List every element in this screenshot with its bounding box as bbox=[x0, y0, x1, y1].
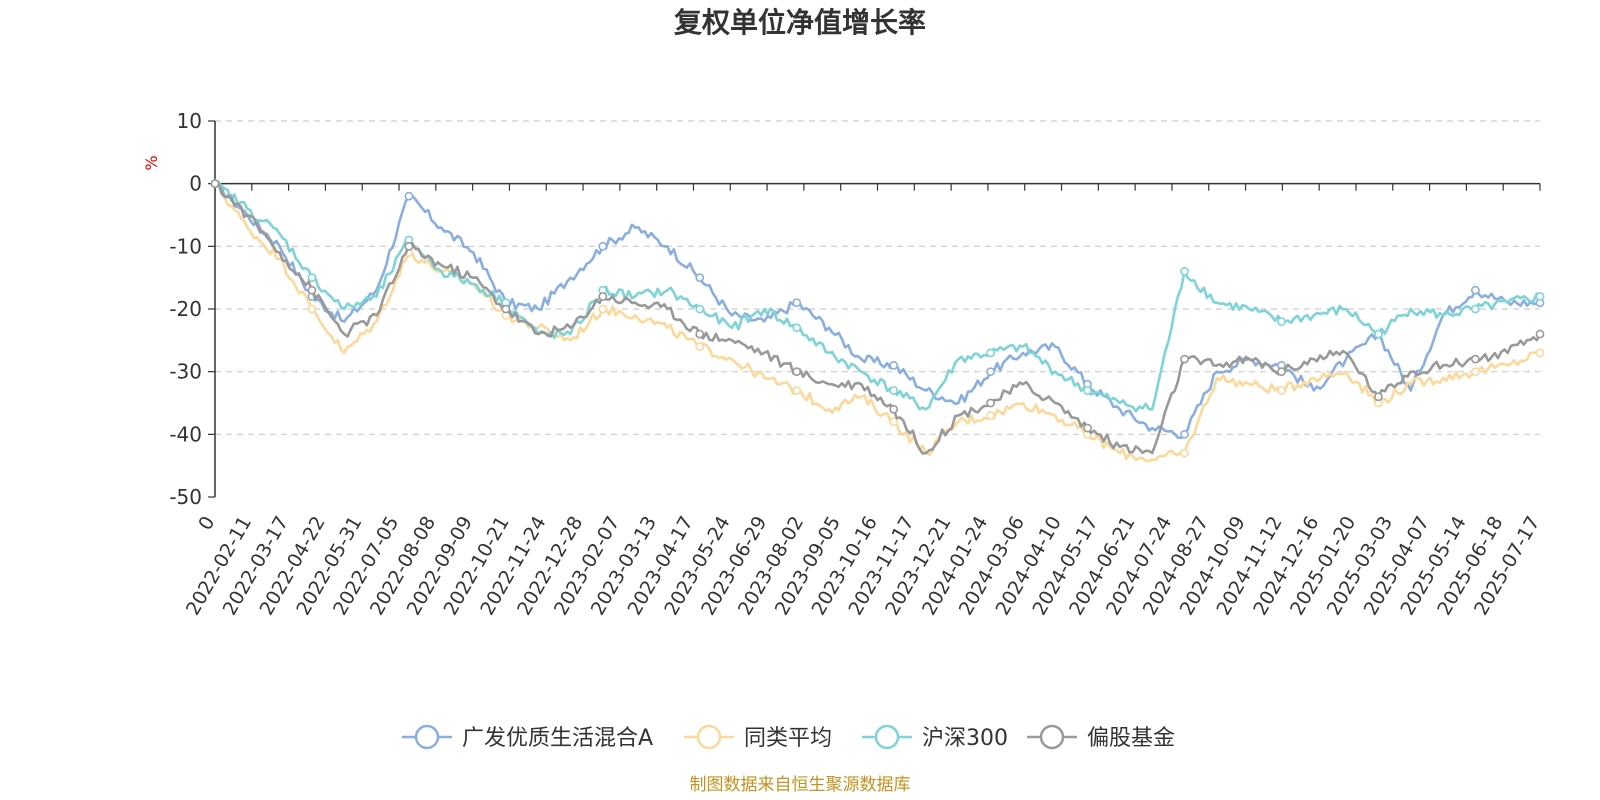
data-point bbox=[792, 367, 802, 377]
data-point bbox=[307, 285, 317, 295]
legend-marker-icon bbox=[874, 724, 900, 750]
data-point bbox=[695, 329, 705, 339]
data-point bbox=[889, 386, 899, 395]
data-point bbox=[1535, 292, 1545, 301]
data-point bbox=[1374, 329, 1383, 339]
series-line-1 bbox=[214, 182, 1541, 463]
data-point bbox=[792, 323, 802, 333]
grid-layer bbox=[215, 120, 1540, 435]
series-line-3 bbox=[214, 180, 1542, 455]
data-point bbox=[986, 411, 996, 420]
legend-item[interactable]: 同类平均 bbox=[684, 724, 832, 751]
data-point bbox=[889, 360, 899, 370]
data-point bbox=[1180, 266, 1189, 276]
data-point bbox=[1470, 304, 1480, 314]
legend[interactable]: 广发优质生活混合A 同类平均 沪深300 偏股基金 bbox=[402, 724, 1175, 751]
legend-label: 沪深300 bbox=[922, 726, 1008, 751]
legend-label: 偏股基金 bbox=[1087, 726, 1175, 751]
y-tick-label: -40 bbox=[169, 422, 202, 446]
data-point bbox=[695, 273, 705, 283]
data-point bbox=[1180, 354, 1189, 364]
data-source-note: 制图数据来自恒生聚源数据库 bbox=[690, 775, 911, 795]
data-point bbox=[1470, 354, 1480, 364]
data-point bbox=[210, 179, 220, 189]
y-tick-label: -50 bbox=[169, 485, 202, 509]
y-tick-label: -20 bbox=[169, 297, 202, 321]
data-point bbox=[889, 404, 899, 414]
data-point bbox=[695, 304, 705, 314]
data-point bbox=[1374, 392, 1383, 402]
data-point bbox=[404, 191, 414, 201]
legend-marker-icon bbox=[414, 724, 440, 750]
series-line-0 bbox=[214, 181, 1541, 440]
data-point bbox=[598, 304, 608, 314]
chart-title: 复权单位净值增长率 bbox=[674, 6, 926, 39]
data-point bbox=[598, 292, 608, 301]
y-tick-label: -10 bbox=[169, 234, 202, 258]
series-layer bbox=[210, 179, 1545, 463]
data-point bbox=[1083, 423, 1092, 433]
data-point bbox=[404, 241, 414, 251]
data-point bbox=[1470, 285, 1480, 295]
data-point bbox=[598, 241, 608, 251]
data-point bbox=[1277, 386, 1286, 395]
data-point bbox=[307, 304, 317, 314]
legend-item[interactable]: 沪深300 bbox=[862, 724, 1008, 751]
data-point bbox=[1277, 367, 1286, 377]
data-point bbox=[307, 273, 317, 283]
data-point bbox=[792, 386, 802, 395]
legend-item[interactable]: 偏股基金 bbox=[1027, 724, 1175, 751]
data-point bbox=[986, 348, 996, 358]
y-tick-label: -30 bbox=[169, 360, 202, 384]
data-point bbox=[986, 367, 996, 377]
y-axis-unit: % bbox=[142, 155, 161, 170]
data-point bbox=[1083, 386, 1092, 395]
legend-item[interactable]: 广发优质生活混合A bbox=[402, 724, 653, 751]
data-point bbox=[1470, 367, 1480, 377]
data-point bbox=[986, 398, 996, 408]
legend-marker-icon bbox=[1039, 724, 1065, 750]
legend-label: 同类平均 bbox=[744, 726, 832, 751]
y-tick-label: 10 bbox=[177, 109, 202, 133]
legend-marker-icon bbox=[696, 724, 722, 750]
data-point bbox=[792, 298, 802, 308]
data-point bbox=[1535, 329, 1545, 339]
data-point bbox=[501, 304, 511, 314]
data-point bbox=[889, 417, 899, 427]
legend-label: 广发优质生活混合A bbox=[462, 726, 653, 751]
data-point bbox=[1535, 348, 1545, 358]
data-point bbox=[1180, 429, 1189, 439]
x-tick-label: 0 bbox=[194, 513, 219, 534]
data-point bbox=[1180, 448, 1189, 458]
series-line-2 bbox=[214, 180, 1541, 413]
data-point bbox=[695, 342, 705, 351]
data-point bbox=[1277, 317, 1286, 326]
y-tick-label: 0 bbox=[189, 172, 202, 196]
